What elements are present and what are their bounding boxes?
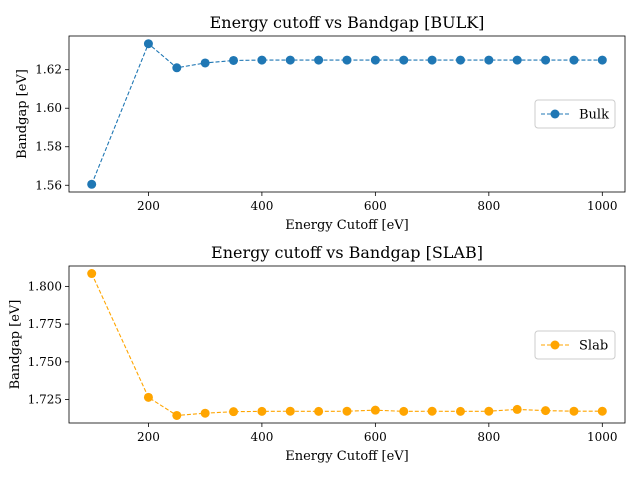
- data-point: [569, 55, 579, 65]
- series-line-bulk: [91, 42, 603, 185]
- chart-title: Energy cutoff vs Bandgap [BULK]: [210, 13, 485, 32]
- data-point: [314, 55, 324, 65]
- data-point: [512, 404, 522, 414]
- data-point: [257, 55, 267, 65]
- x-axis-label: Energy Cutoff [eV]: [285, 449, 409, 464]
- data-point: [541, 55, 551, 65]
- x-tick-label: 200: [137, 430, 160, 444]
- data-point: [342, 55, 352, 65]
- y-axis-label: Bandgap [eV]: [8, 300, 23, 390]
- x-tick-label: 400: [250, 199, 273, 213]
- legend: Bulk: [534, 99, 616, 129]
- data-point: [342, 406, 352, 416]
- data-point: [285, 55, 295, 65]
- y-tick-label: 1.800: [28, 279, 62, 293]
- legend-box: [534, 330, 616, 360]
- data-point: [200, 58, 210, 68]
- legend-label: Slab: [579, 339, 608, 354]
- data-point: [370, 405, 380, 415]
- x-axis-label: Energy Cutoff [eV]: [285, 218, 409, 233]
- data-point: [399, 406, 409, 416]
- data-point: [314, 406, 324, 416]
- data-point: [87, 179, 97, 189]
- y-axis-label: Bandgap [eV]: [15, 69, 30, 159]
- data-point: [172, 410, 182, 420]
- x-tick-label: 1000: [587, 199, 618, 213]
- data-point: [455, 55, 465, 65]
- plot-frame: [68, 35, 626, 193]
- x-tick-label: 800: [477, 430, 500, 444]
- y-tick-label: 1.725: [28, 393, 62, 407]
- data-point: [143, 392, 153, 402]
- data-point: [229, 55, 239, 65]
- data-point: [427, 406, 437, 416]
- data-point: [200, 408, 210, 418]
- legend: Slab: [534, 330, 616, 360]
- data-point: [597, 406, 607, 416]
- data-point: [87, 269, 97, 279]
- data-point: [427, 55, 437, 65]
- subplot-slab: Energy cutoff vs Bandgap [SLAB] 200 400 600…: [8, 243, 626, 464]
- data-point: [285, 406, 295, 416]
- data-point: [455, 406, 465, 416]
- x-tick-label: 1000: [587, 430, 618, 444]
- data-point: [399, 55, 409, 65]
- x-tick-label: 400: [250, 430, 273, 444]
- plot-frame: [68, 265, 626, 424]
- y-tick-label: 1.58: [35, 140, 62, 154]
- data-point: [484, 406, 494, 416]
- y-tick-label: 1.775: [28, 317, 62, 331]
- y-tick-label: 1.56: [35, 178, 62, 192]
- data-point: [172, 63, 182, 73]
- legend-label: Bulk: [579, 108, 609, 123]
- y-tick-label: 1.60: [35, 101, 62, 115]
- x-tick-label: 600: [364, 199, 387, 213]
- subplot-bulk: Energy cutoff vs Bandgap [BULK] 200 400 600…: [15, 13, 626, 233]
- data-point: [541, 406, 551, 416]
- data-point: [143, 39, 153, 49]
- x-tick-label: 600: [364, 430, 387, 444]
- data-point: [229, 407, 239, 417]
- chart-title: Energy cutoff vs Bandgap [SLAB]: [211, 243, 483, 262]
- x-tick-label: 800: [477, 199, 500, 213]
- y-tick-label: 1.750: [28, 355, 62, 369]
- y-tick-label: 1.62: [35, 63, 62, 77]
- data-point: [597, 55, 607, 65]
- data-point: [484, 55, 494, 65]
- legend-marker: [550, 109, 560, 119]
- data-point: [569, 406, 579, 416]
- data-point: [370, 55, 380, 65]
- x-tick-label: 200: [137, 199, 160, 213]
- legend-marker: [550, 340, 560, 350]
- series-line-slab: [91, 273, 603, 417]
- legend-box: [534, 99, 616, 129]
- data-point: [257, 406, 267, 416]
- data-point: [512, 55, 522, 65]
